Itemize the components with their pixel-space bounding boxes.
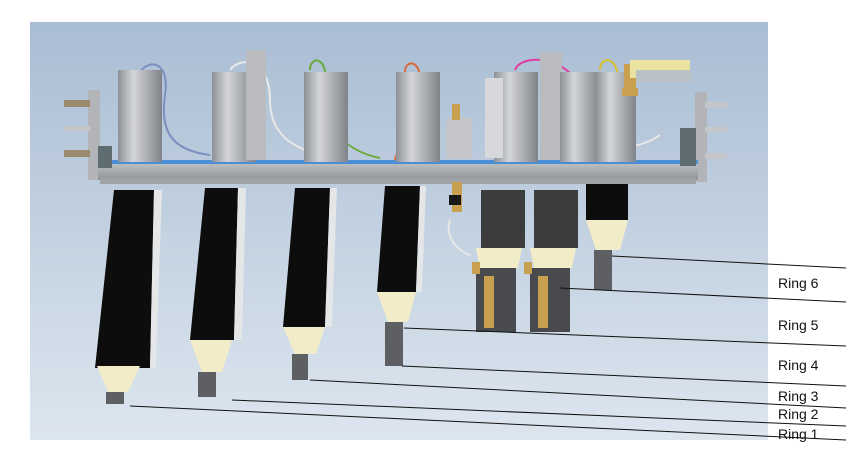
label-ring-3: Ring 3 bbox=[778, 388, 819, 404]
cylinder-icon bbox=[540, 52, 562, 160]
nozzle-ring-6 bbox=[586, 184, 628, 290]
cylinder-icon bbox=[304, 72, 348, 162]
nozzle-ring-1 bbox=[95, 190, 162, 404]
cylinder-icon bbox=[560, 72, 600, 162]
cylinder-icon bbox=[118, 70, 162, 162]
leader-line-ring-1 bbox=[129, 405, 847, 441]
right-bracket bbox=[695, 92, 727, 182]
label-ring-6: Ring 6 bbox=[778, 275, 819, 291]
nozzle-ring-4 bbox=[377, 186, 426, 366]
leader-line-ring-6 bbox=[611, 255, 847, 269]
label-ring-2: Ring 2 bbox=[778, 406, 819, 422]
nozzle-ring-5 bbox=[472, 190, 525, 332]
nozzle-ring-3 bbox=[283, 188, 337, 380]
leader-line-ring-5 bbox=[403, 327, 847, 347]
leader-line-ring-4 bbox=[401, 365, 847, 387]
cylinder-icon bbox=[246, 50, 266, 160]
label-ring-5: Ring 5 bbox=[778, 317, 819, 333]
cylinder-icon bbox=[396, 72, 440, 162]
nozzle-ring-5b bbox=[524, 190, 578, 332]
label-ring-4: Ring 4 bbox=[778, 357, 819, 373]
valve-assembly bbox=[446, 60, 692, 212]
leader-line-ring-3 bbox=[309, 379, 847, 409]
label-ring-1: Ring 1 bbox=[778, 426, 819, 442]
left-bracket bbox=[64, 90, 100, 180]
cylinders bbox=[118, 50, 636, 162]
leader-line-ring-5-upper bbox=[559, 287, 847, 303]
nozzle-ring-2 bbox=[190, 188, 246, 397]
leader-line-ring-2 bbox=[231, 399, 847, 427]
leader-lines bbox=[129, 255, 847, 441]
